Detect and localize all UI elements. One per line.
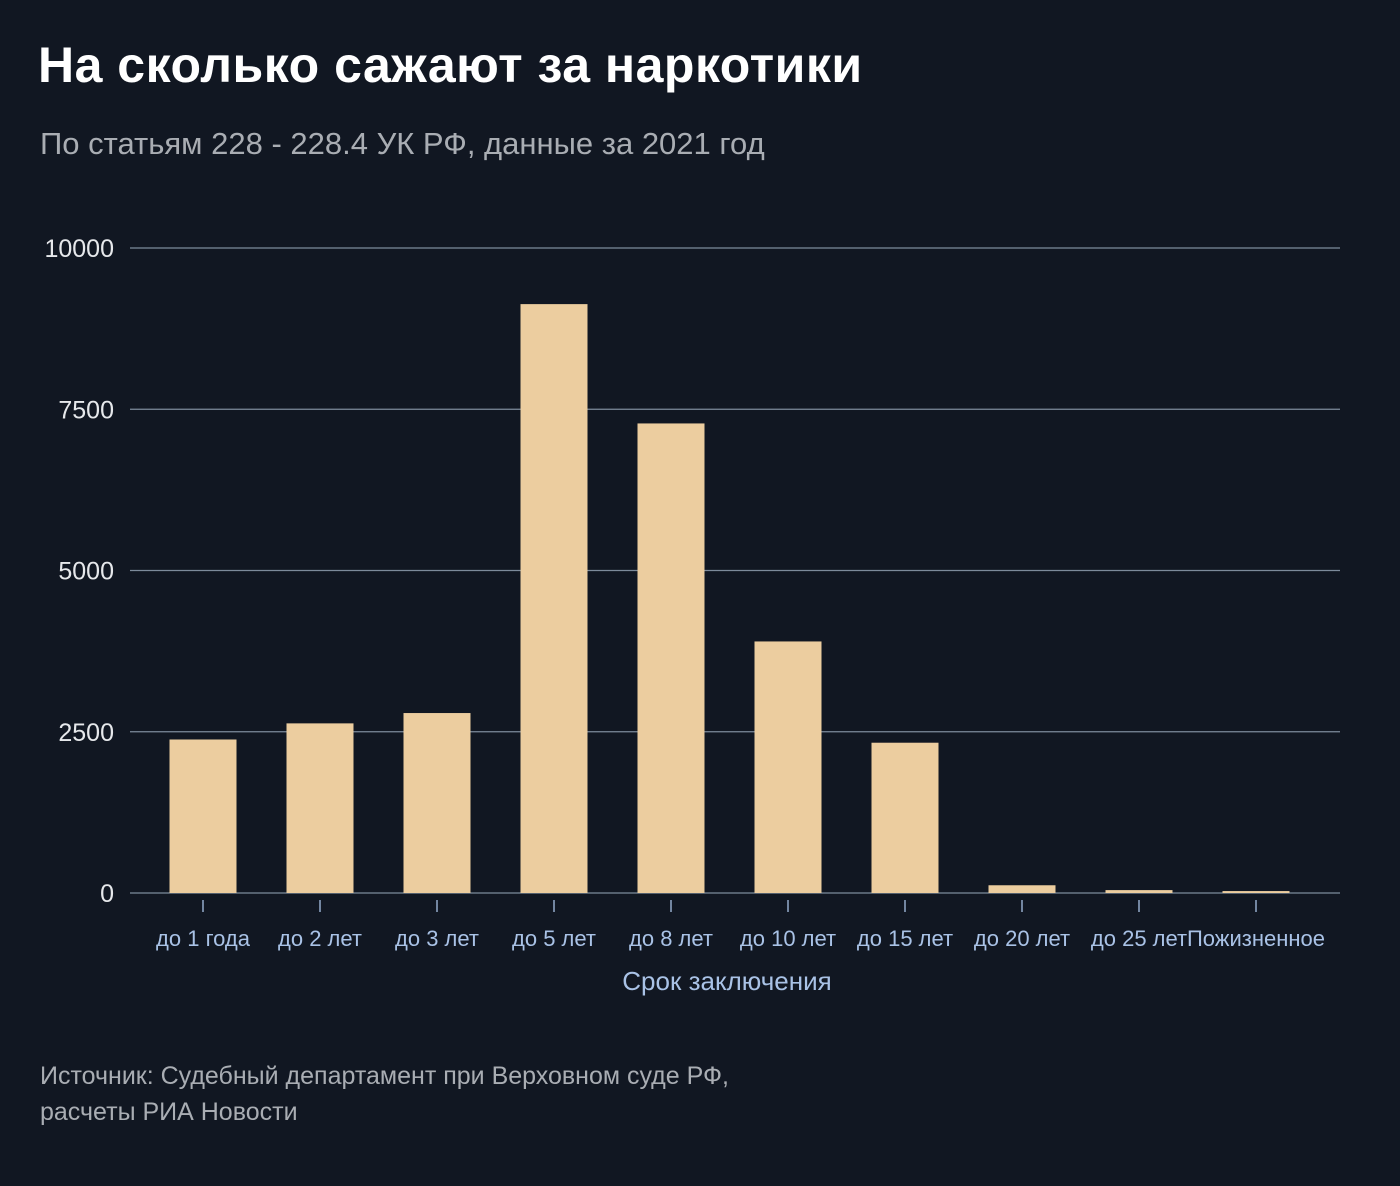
bars: [169, 304, 1290, 893]
x-category-label: до 10 лет: [740, 926, 836, 951]
x-category-label: до 20 лет: [974, 926, 1070, 951]
x-axis-ticks: [202, 900, 1257, 912]
bar: [520, 304, 588, 893]
y-tick-label: 5000: [58, 558, 114, 586]
chart-subtitle: По статьям 228 - 228.4 УК РФ, данные за …: [40, 126, 765, 161]
source-line-2: расчеты РИА Новости: [40, 1098, 298, 1126]
bar: [754, 641, 822, 893]
source-note: Источник: Судебный департамент при Верхо…: [40, 1058, 729, 1130]
bar: [169, 739, 237, 893]
y-axis-tick-labels: 0 2500 5000 7500 10000: [44, 235, 114, 908]
x-category-label: до 25 лет: [1091, 926, 1187, 951]
x-category-label: до 15 лет: [857, 926, 953, 951]
chart-title: На сколько сажают за наркотики: [38, 37, 863, 93]
bar: [1222, 891, 1290, 893]
bar: [871, 742, 939, 893]
source-line-1: Источник: Судебный департамент при Верхо…: [40, 1062, 729, 1090]
x-axis-title: Срок заключения: [622, 966, 831, 996]
x-category-label: до 5 лет: [512, 926, 596, 951]
bar: [988, 885, 1056, 893]
x-category-label: до 2 лет: [278, 926, 362, 951]
x-category-label: Пожизненное: [1187, 926, 1325, 951]
y-tick-label: 0: [100, 880, 114, 908]
y-tick-label: 10000: [44, 235, 114, 263]
x-axis-category-labels: до 1 года до 2 лет до 3 лет до 5 лет до 8 ле…: [156, 926, 1325, 951]
y-tick-label: 7500: [58, 396, 114, 424]
bar: [403, 713, 471, 893]
bar: [637, 423, 705, 893]
y-tick-label: 2500: [58, 719, 114, 747]
bar: [286, 723, 354, 893]
x-category-label: до 1 года: [156, 926, 251, 951]
bar: [1105, 890, 1173, 893]
x-category-label: до 8 лет: [629, 926, 713, 951]
x-category-label: до 3 лет: [395, 926, 479, 951]
